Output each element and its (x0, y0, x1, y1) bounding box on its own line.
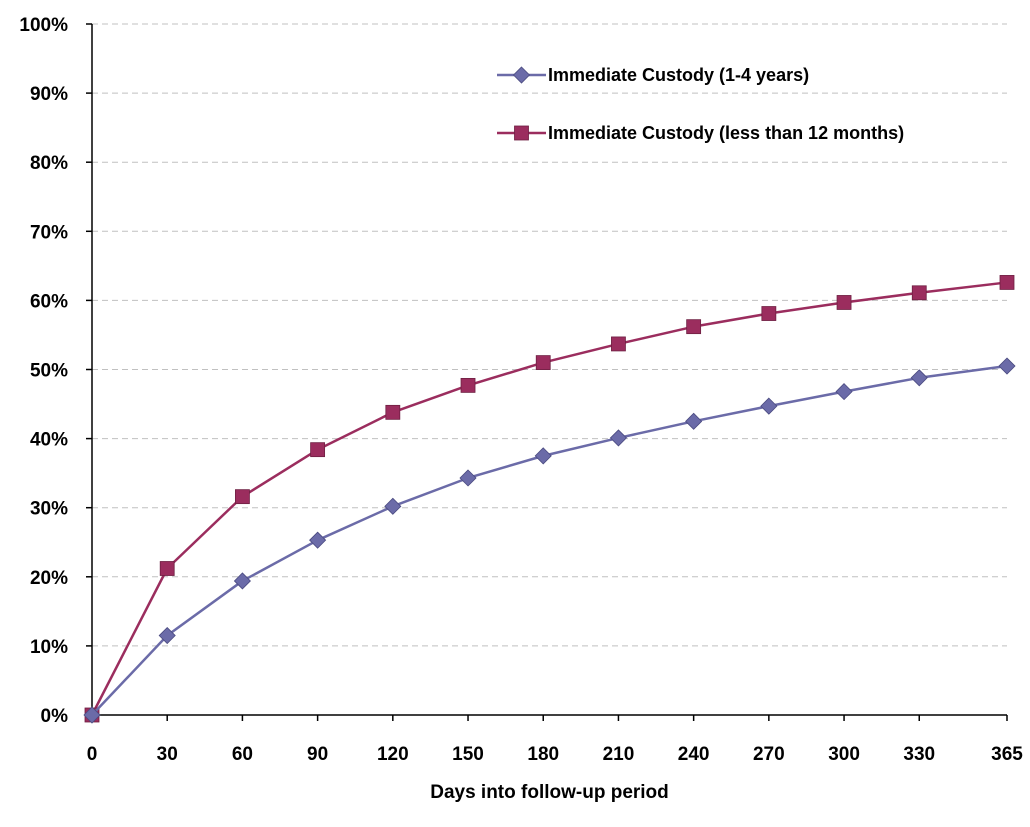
data-point (837, 295, 851, 309)
x-tick-label: 300 (828, 744, 860, 765)
y-tick-label: 30% (30, 499, 68, 520)
data-point (610, 430, 626, 446)
data-point (536, 356, 550, 370)
x-tick-label: 365 (991, 744, 1023, 765)
x-tick-label: 240 (678, 744, 710, 765)
data-point (310, 532, 326, 548)
data-point (1000, 275, 1014, 289)
y-tick-label: 80% (30, 153, 68, 174)
y-tick-label: 60% (30, 291, 68, 312)
x-tick-label: 150 (452, 744, 484, 765)
y-tick-label: 40% (30, 430, 68, 451)
y-tick-label: 70% (30, 222, 68, 243)
y-tick-label: 20% (30, 568, 68, 589)
data-point (460, 470, 476, 486)
legend-swatch-marker (514, 67, 530, 83)
legend-label: Immediate Custody (1-4 years) (548, 65, 809, 85)
series-2 (85, 275, 1014, 722)
series-line-2 (92, 282, 1007, 715)
data-point (611, 337, 625, 351)
data-point (385, 498, 401, 514)
x-tick-label: 210 (603, 744, 635, 765)
series-group (84, 275, 1015, 723)
data-point (911, 370, 927, 386)
data-point (311, 443, 325, 457)
data-point (761, 398, 777, 414)
x-axis-title: Days into follow-up period (430, 782, 669, 803)
x-tick-label: 30 (157, 744, 178, 765)
legend-entry-1: Immediate Custody (1-4 years) (497, 65, 809, 85)
y-tick-label: 90% (30, 84, 68, 105)
data-point (686, 413, 702, 429)
legend-swatch-marker (515, 126, 529, 140)
series-1 (84, 358, 1015, 723)
data-point (160, 562, 174, 576)
legend-entry-2: Immediate Custody (less than 12 months) (497, 123, 904, 143)
x-tick-label: 0 (87, 744, 98, 765)
x-tick-label: 120 (377, 744, 409, 765)
data-point (912, 286, 926, 300)
x-tick-label: 270 (753, 744, 785, 765)
data-point (762, 307, 776, 321)
data-point (687, 320, 701, 334)
data-point (999, 358, 1015, 374)
gridlines (92, 24, 1007, 646)
series-line-1 (92, 366, 1007, 715)
x-tick-label: 180 (527, 744, 559, 765)
y-tick-label: 100% (19, 15, 68, 36)
data-point (461, 378, 475, 392)
data-point (535, 448, 551, 464)
y-tick-label: 50% (30, 361, 68, 382)
y-tick-label: 0% (41, 706, 69, 727)
data-point (386, 405, 400, 419)
x-tick-label: 60 (232, 744, 253, 765)
data-point (836, 384, 852, 400)
legend: Immediate Custody (1-4 years) Immediate C… (497, 65, 904, 143)
legend-label: Immediate Custody (less than 12 months) (548, 123, 904, 143)
x-tick-label: 330 (903, 744, 935, 765)
x-tick-label: 90 (307, 744, 328, 765)
y-tick-label: 10% (30, 637, 68, 658)
data-point (235, 490, 249, 504)
